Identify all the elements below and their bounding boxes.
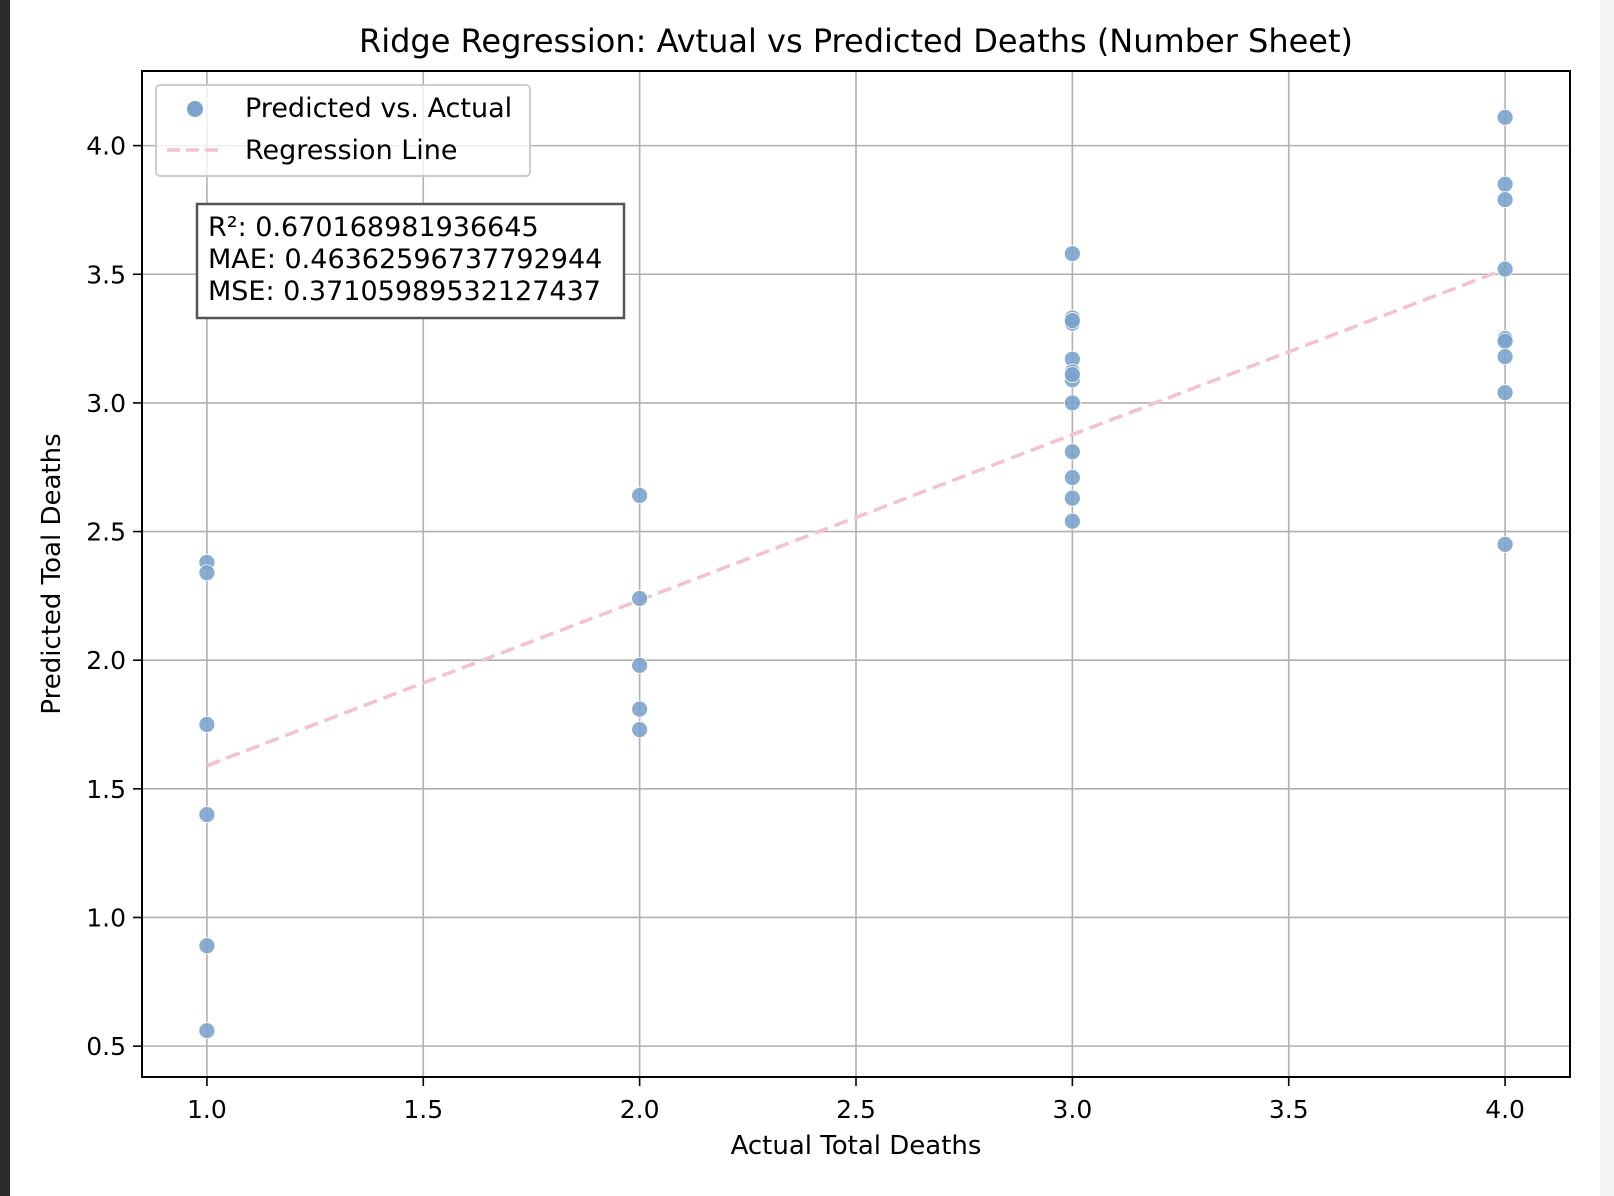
legend-label-line: Regression Line	[245, 135, 458, 166]
x-tick-label: 4.0	[1485, 1095, 1525, 1124]
scatter-point	[1063, 489, 1081, 507]
scatter-point	[631, 487, 649, 504]
scatter-point	[1496, 536, 1514, 553]
x-tick-label: 2.5	[836, 1095, 876, 1124]
x-tick-label: 1.0	[187, 1095, 227, 1124]
left-window-edge	[0, 0, 10, 1196]
scatter-point	[631, 700, 649, 718]
scatter-point	[1496, 260, 1514, 278]
chart-title: Ridge Regression: Avtual vs Predicted De…	[359, 22, 1353, 60]
scatter-point	[1496, 108, 1514, 126]
x-tick-label: 1.5	[403, 1095, 443, 1124]
scatter-point	[1063, 245, 1081, 263]
stats-r2: R²: 0.670168981936645	[208, 212, 539, 243]
scatter-point	[1063, 443, 1081, 461]
y-tick-label: 4.0	[86, 132, 126, 161]
scatter-point	[1063, 366, 1081, 384]
x-axis-ticks: 1.0 1.5 2.0 2.5 3.0 3.5 4.0	[187, 1077, 1525, 1124]
y-tick-label: 1.5	[86, 775, 126, 804]
legend-marker-scatter	[187, 101, 203, 117]
right-window-edge	[1600, 0, 1614, 1196]
y-tick-label: 2.5	[86, 518, 126, 547]
legend: Predicted vs. Actual Regression Line	[155, 84, 531, 177]
x-tick-label: 3.5	[1269, 1095, 1309, 1124]
x-axis-title: Actual Total Deaths	[731, 1131, 982, 1161]
scatter-point	[1496, 175, 1514, 193]
scatter-point	[1063, 469, 1081, 486]
scatter-point	[1063, 312, 1081, 329]
scatter-point	[631, 590, 649, 607]
legend-frame	[155, 84, 531, 177]
scatter-point	[198, 1022, 216, 1040]
stats-box: R²: 0.670168981936645 MAE: 0.46362596737…	[195, 202, 626, 320]
scatter-point	[631, 656, 649, 674]
y-axis-ticks: 0.5 1.0 1.5 2.0 2.5 3.0 3.5 4.0	[86, 132, 142, 1061]
y-axis-title: Predicted Toal Deaths	[37, 433, 67, 714]
scatter-points	[198, 108, 1514, 1040]
y-tick-label: 0.5	[86, 1032, 126, 1061]
regression-line-path	[206, 267, 1506, 768]
scatter-point	[1496, 191, 1514, 209]
y-tick-label: 3.5	[86, 260, 126, 289]
y-tick-label: 1.0	[86, 903, 126, 932]
scatter-point	[1496, 348, 1514, 365]
scatter-point	[631, 721, 649, 739]
scatter-point	[1496, 384, 1514, 402]
scatter-point	[1063, 394, 1081, 412]
y-tick-label: 2.0	[86, 646, 126, 675]
scatter-point	[1063, 512, 1081, 530]
scatter-point	[198, 564, 216, 582]
x-tick-label: 2.0	[620, 1095, 660, 1124]
stats-mse: MSE: 0.37105989532127437	[208, 276, 601, 307]
legend-label-scatter: Predicted vs. Actual	[245, 93, 512, 124]
x-tick-label: 3.0	[1052, 1095, 1092, 1124]
scatter-point	[198, 806, 216, 823]
stats-box-frame	[195, 202, 626, 320]
scatter-point	[1496, 332, 1514, 350]
scatter-point	[198, 937, 216, 955]
y-tick-label: 3.0	[86, 389, 126, 418]
scatter-point	[198, 716, 216, 733]
regression-line	[206, 267, 1506, 768]
stats-mae: MAE: 0.46362596737792944	[208, 244, 602, 275]
